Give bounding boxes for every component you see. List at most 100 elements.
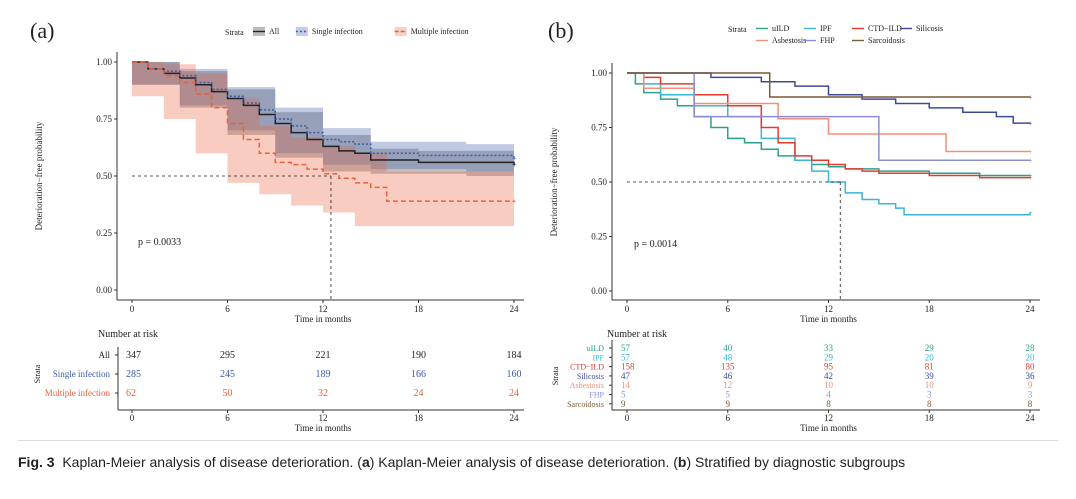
- censor-mark: +: [1028, 147, 1033, 156]
- y-tick-label: 0.75: [96, 114, 112, 124]
- risk-value: 221: [316, 350, 331, 361]
- legend-entry: Sarcoidosis: [868, 36, 905, 45]
- censor-mark: +: [1028, 93, 1033, 102]
- censor-mark: +: [512, 161, 517, 170]
- y-tick-label: 1.00: [591, 68, 607, 78]
- risk-value: 62: [126, 388, 136, 399]
- legend-title: Strata: [225, 28, 244, 37]
- x-tick-label: 18: [414, 304, 424, 314]
- risk-value: 184: [507, 350, 522, 361]
- y-axis-title: Deterioration−free probability: [34, 121, 44, 230]
- km-curve-fhp: [627, 72, 1030, 161]
- caption-text-1: Kaplan-Meier analysis of disease deterio…: [62, 454, 362, 470]
- risk-value: 4: [826, 390, 831, 400]
- censor-mark: +: [1028, 156, 1033, 165]
- x-tick-label: 24: [1026, 304, 1036, 314]
- risk-value: 3: [927, 390, 932, 400]
- panel-label: (a): [30, 18, 54, 43]
- risk-value: 190: [411, 350, 426, 361]
- risk-value: 8: [927, 399, 932, 409]
- p-value: p = 0.0033: [138, 237, 181, 248]
- y-tick-label: 0.50: [591, 177, 607, 187]
- km-curve-sarcoidosis: [627, 72, 1030, 98]
- km-curve-uild: [627, 72, 1030, 177]
- caption-b: b: [677, 454, 687, 470]
- x-tick-label: 12: [319, 304, 328, 314]
- censor-mark: +: [1028, 174, 1033, 183]
- y-tick-label: 0.25: [591, 232, 607, 242]
- legend-entry: Asbestosis: [772, 36, 806, 45]
- x-axis-title: Time in months: [800, 314, 857, 324]
- risk-value: 81: [925, 362, 934, 372]
- risk-row-label: CTD−ILD: [570, 363, 604, 372]
- risk-value: 160: [507, 369, 522, 380]
- caption-a: a: [361, 454, 370, 470]
- y-tick-label: 0.00: [591, 286, 607, 296]
- risk-value: 95: [824, 362, 834, 372]
- legend-title: Strata: [728, 25, 747, 34]
- risk-value: 46: [723, 371, 733, 381]
- caption-text-3: ) Stratified by diagnostic subgroups: [686, 454, 906, 470]
- risk-row-label: Sarcoidosis: [567, 400, 604, 409]
- censor-mark: +: [1028, 171, 1033, 180]
- censor-mark: +: [512, 197, 517, 206]
- risk-x-axis-title: Time in months: [800, 423, 857, 433]
- censor-mark: +: [512, 154, 517, 163]
- risk-x-tick-label: 6: [726, 413, 731, 423]
- y-tick-label: 0.75: [591, 123, 607, 133]
- risk-x-axis-title: Time in months: [295, 423, 352, 433]
- risk-value: 24: [509, 388, 519, 399]
- risk-value: 40: [723, 343, 733, 353]
- risk-value: 245: [220, 369, 235, 380]
- risk-value: 14: [621, 380, 631, 390]
- risk-value: 5: [726, 390, 731, 400]
- legend-entry: IPF: [820, 24, 832, 33]
- chart-panel-0: (a) 0.00 0.25 0.50 0.75 1.00 0 6 12 18 24 Time in m…: [30, 18, 524, 433]
- x-tick-label: 6: [225, 304, 230, 314]
- caption-text-2: ) Kaplan-Meier analysis of disease deter…: [369, 454, 678, 470]
- legend-entry: All: [269, 27, 280, 36]
- km-curve-ctd-ild: [627, 72, 1030, 179]
- ci-band-single-infection: [132, 62, 514, 172]
- risk-value: 32: [318, 388, 328, 399]
- risk-value: 50: [223, 388, 233, 399]
- risk-value: 36: [1026, 371, 1036, 381]
- risk-row-label: All: [98, 350, 110, 360]
- risk-x-tick-label: 18: [925, 413, 935, 423]
- legend-entry: Multiple infection: [411, 27, 469, 36]
- risk-table-title: Number at risk: [607, 329, 667, 340]
- legend-entry: uILD: [772, 24, 790, 33]
- risk-x-tick-label: 0: [130, 413, 135, 423]
- risk-row-label: IPF: [592, 353, 604, 362]
- risk-row-label: Single infection: [53, 369, 111, 379]
- risk-row-label: uILD: [587, 344, 605, 353]
- risk-value: 135: [721, 362, 735, 372]
- km-curve-single-infection: [132, 61, 515, 158]
- risk-value: 295: [220, 350, 235, 361]
- risk-value: 9: [1028, 380, 1033, 390]
- legend-entry: Single infection: [312, 27, 363, 36]
- y-axis-title: Deterioration−free probability: [549, 127, 559, 236]
- km-curve-multiple-infection: [132, 61, 514, 202]
- caption-divider: [18, 440, 1058, 441]
- legend-entry: Silicosis: [916, 24, 943, 33]
- x-tick-label: 18: [925, 304, 935, 314]
- risk-value: 189: [316, 369, 331, 380]
- y-tick-label: 1.00: [96, 57, 112, 67]
- risk-value: 9: [621, 399, 626, 409]
- risk-table-title: Number at risk: [98, 329, 158, 340]
- y-tick-label: 0.25: [96, 228, 112, 238]
- y-tick-label: 0.50: [96, 171, 112, 181]
- chart-panel-1: (b) 0.00 0.25 0.50 0.75 1.00 0 6 12 18 24 Time in m…: [548, 18, 1040, 433]
- risk-value: 3: [1028, 390, 1033, 400]
- x-tick-label: 24: [510, 304, 520, 314]
- x-tick-label: 0: [625, 304, 630, 314]
- panel-label: (b): [548, 18, 574, 43]
- risk-value: 20: [925, 352, 935, 362]
- censor-mark: +: [1028, 119, 1033, 128]
- risk-value: 48: [723, 352, 733, 362]
- km-curve-asbestosis: [627, 72, 1030, 153]
- risk-x-tick-label: 18: [414, 413, 424, 423]
- risk-value: 57: [621, 352, 631, 362]
